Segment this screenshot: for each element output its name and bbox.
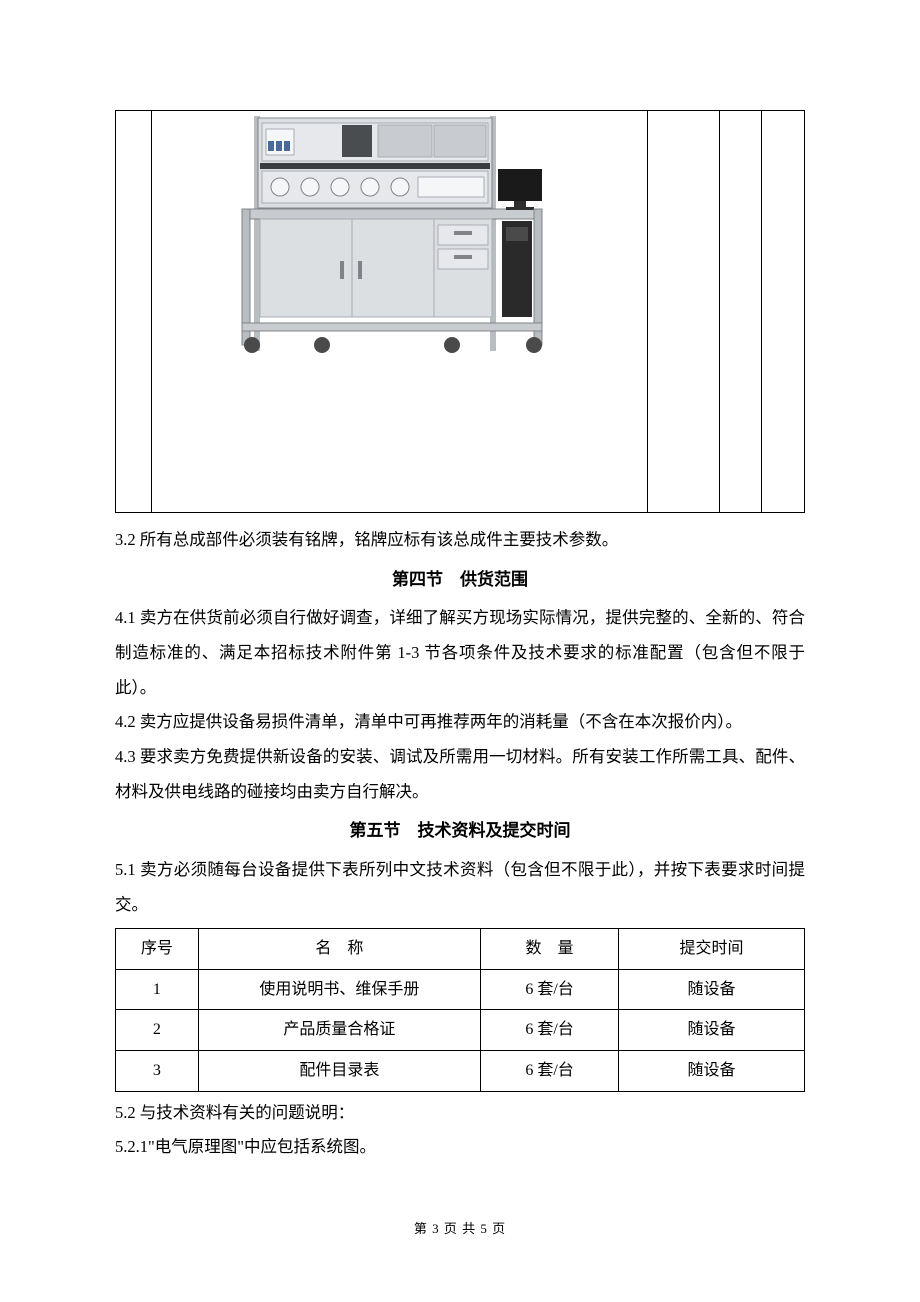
cell-time: 随设备 (618, 1010, 804, 1051)
table-row: 3 配件目录表 6 套/台 随设备 (116, 1050, 805, 1091)
cell-seq: 3 (116, 1050, 199, 1091)
top-table-col1 (116, 111, 152, 513)
doc-table-header-row: 序号 名 称 数 量 提交时间 (116, 929, 805, 970)
equipment-image-table (115, 110, 805, 513)
cell-name: 使用说明书、维保手册 (198, 969, 480, 1010)
doc-table: 序号 名 称 数 量 提交时间 1 使用说明书、维保手册 6 套/台 随设备 2… (115, 928, 805, 1091)
cell-seq: 1 (116, 969, 199, 1010)
para-4-3: 4.3 要求卖方免费提供新设备的安装、调试及所需用一切材料。所有安装工作所需工具… (115, 740, 805, 809)
top-table-image-cell (152, 111, 648, 513)
doc-th-seq: 序号 (116, 929, 199, 970)
top-table-col5 (762, 111, 805, 513)
para-5-2-1: 5.2.1"电气原理图"中应包括系统图。 (115, 1130, 805, 1165)
doc-th-qty: 数 量 (481, 929, 619, 970)
cell-time: 随设备 (618, 969, 804, 1010)
table-row: 2 产品质量合格证 6 套/台 随设备 (116, 1010, 805, 1051)
para-4-2: 4.2 卖方应提供设备易损件清单，清单中可再推荐两年的消耗量（不含在本次报价内）… (115, 705, 805, 740)
cell-name: 配件目录表 (198, 1050, 480, 1091)
page-footer: 第 3 页 共 5 页 (0, 1215, 920, 1242)
section4-title: 第四节 供货范围 (115, 562, 805, 598)
para-4-1: 4.1 卖方在供货前必须自行做好调查，详细了解买方现场实际情况，提供完整的、全新… (115, 601, 805, 705)
para-5-1: 5.1 卖方必须随每台设备提供下表所列中文技术资料（包含但不限于此），并按下表要… (115, 853, 805, 922)
cell-qty: 6 套/台 (481, 1050, 619, 1091)
doc-th-name: 名 称 (198, 929, 480, 970)
doc-th-time: 提交时间 (618, 929, 804, 970)
cell-qty: 6 套/台 (481, 1010, 619, 1051)
para-3-2: 3.2 所有总成部件必须装有铭牌，铭牌应标有该总成件主要技术参数。 (115, 523, 805, 558)
table-row: 1 使用说明书、维保手册 6 套/台 随设备 (116, 969, 805, 1010)
cell-qty: 6 套/台 (481, 969, 619, 1010)
cell-time: 随设备 (618, 1050, 804, 1091)
cell-seq: 2 (116, 1010, 199, 1051)
cell-name: 产品质量合格证 (198, 1010, 480, 1051)
equipment-illustration (202, 113, 602, 358)
top-table-col4 (720, 111, 762, 513)
para-5-2: 5.2 与技术资料有关的问题说明： (115, 1096, 805, 1131)
top-table-col3 (648, 111, 720, 513)
section5-title: 第五节 技术资料及提交时间 (115, 813, 805, 849)
